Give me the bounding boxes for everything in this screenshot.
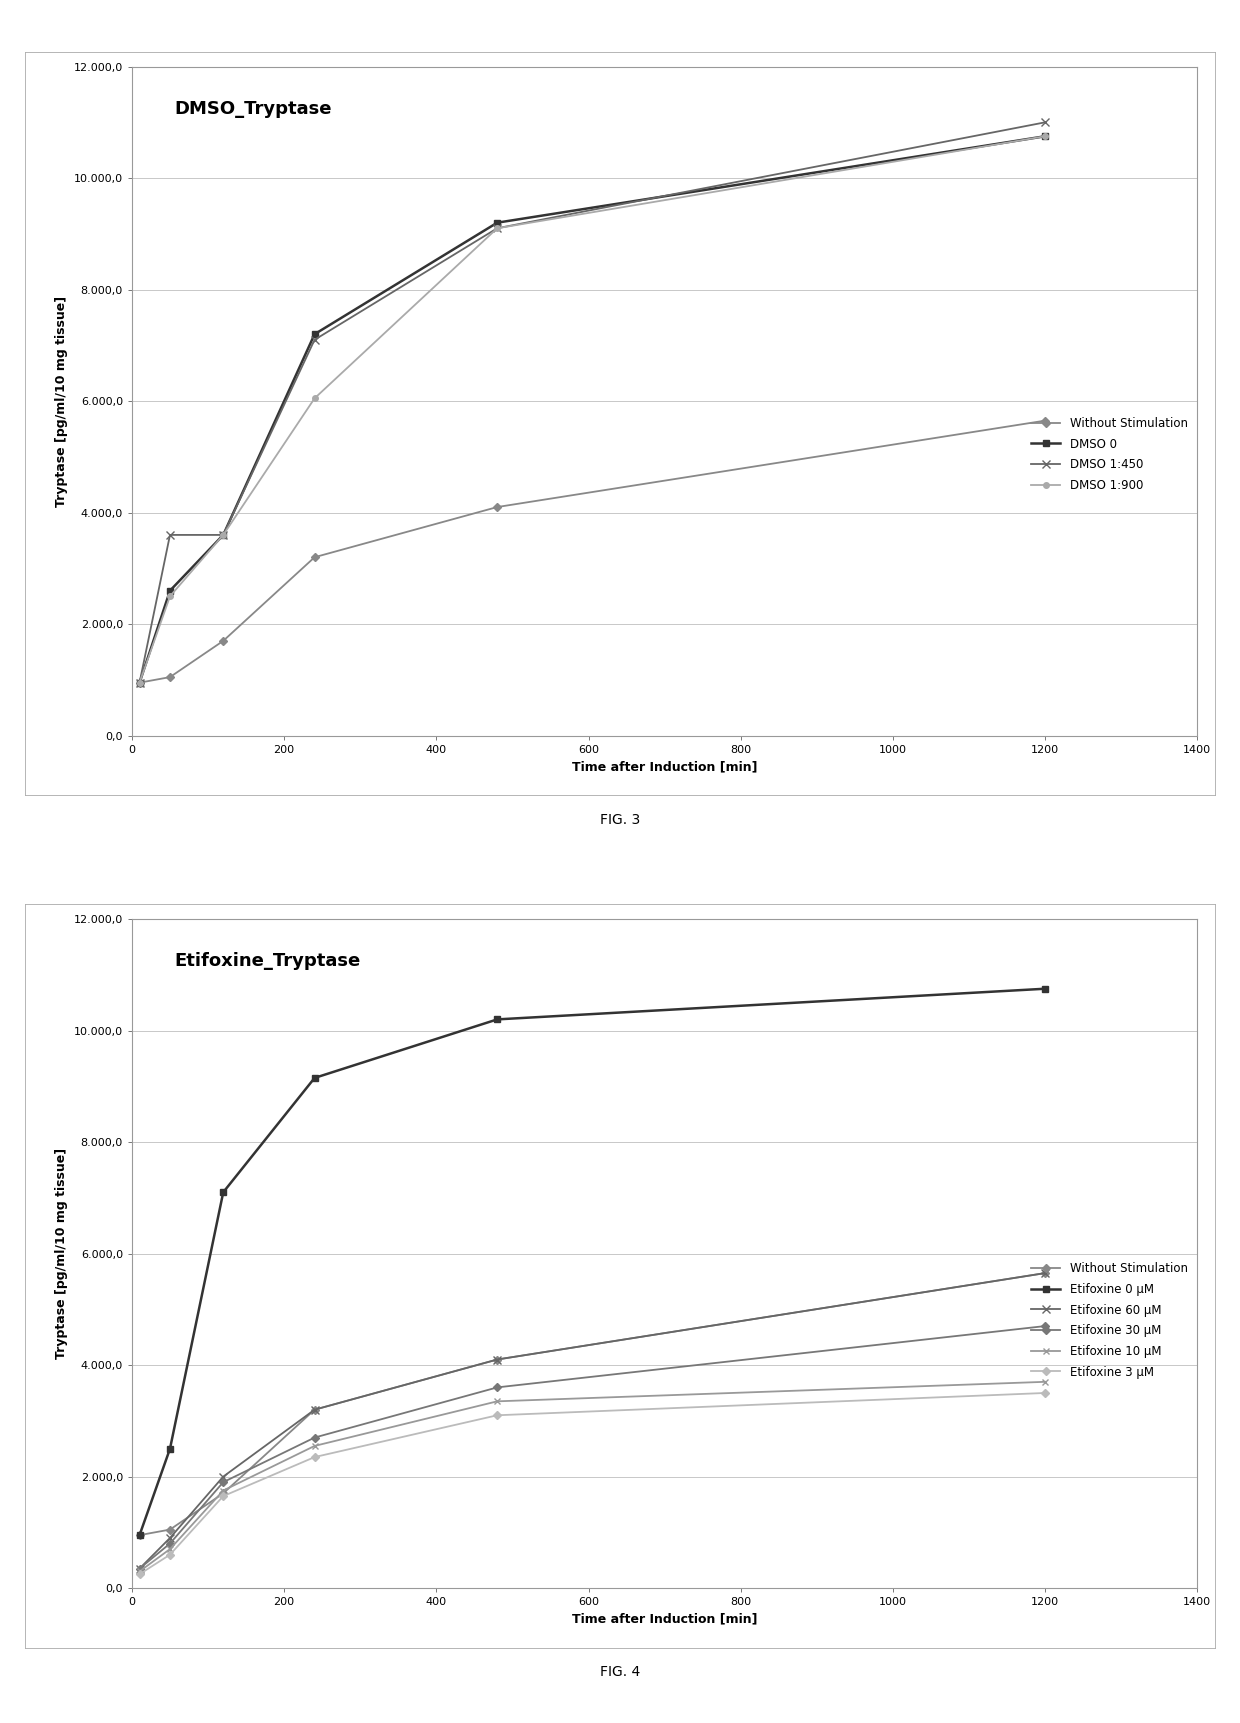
X-axis label: Time after Induction [min]: Time after Induction [min] (572, 1613, 758, 1627)
Etifoxine 60 μM (1038, 1263, 1053, 1284)
Etifoxine 30 μM (216, 1471, 231, 1492)
Line: DMSO 1:450: DMSO 1:450 (135, 119, 1049, 687)
Without Stimulation (1038, 1263, 1053, 1284)
Line: Without Stimulation: Without Stimulation (136, 419, 1048, 686)
Etifoxine 3 μM (162, 1544, 177, 1564)
Etifoxine 10 μM (162, 1539, 177, 1559)
Without Stimulation (162, 1520, 177, 1540)
Text: DMSO_Tryptase: DMSO_Tryptase (175, 100, 332, 117)
Without Stimulation (216, 631, 231, 651)
DMSO 0 (308, 324, 322, 345)
Without Stimulation (308, 546, 322, 567)
Etifoxine 60 μM (133, 1558, 148, 1578)
Text: Etifoxine_Tryptase: Etifoxine_Tryptase (175, 953, 361, 970)
Line: DMSO 1:900: DMSO 1:900 (136, 133, 1048, 686)
Etifoxine 3 μM (133, 1564, 148, 1585)
Without Stimulation (490, 496, 505, 517)
DMSO 1:900 (216, 524, 231, 544)
Line: Etifoxine 30 μM: Etifoxine 30 μM (136, 1323, 1048, 1571)
Etifoxine 0 μM (162, 1439, 177, 1459)
Etifoxine 30 μM (162, 1533, 177, 1554)
Etifoxine 0 μM (133, 1525, 148, 1546)
Line: Etifoxine 3 μM: Etifoxine 3 μM (136, 1390, 1048, 1577)
Etifoxine 10 μM (308, 1435, 322, 1456)
Etifoxine 0 μM (216, 1182, 231, 1203)
Etifoxine 10 μM (133, 1561, 148, 1582)
DMSO 1:900 (490, 217, 505, 238)
Etifoxine 30 μM (1038, 1316, 1053, 1337)
DMSO 1:450 (1038, 112, 1053, 133)
Line: DMSO 0: DMSO 0 (136, 133, 1049, 686)
DMSO 1:450 (216, 524, 231, 544)
Line: Etifoxine 0 μM: Etifoxine 0 μM (136, 986, 1049, 1539)
Legend: Without Stimulation, Etifoxine 0 μM, Etifoxine 60 μM, Etifoxine 30 μM, Etifoxine: Without Stimulation, Etifoxine 0 μM, Eti… (1028, 1260, 1192, 1382)
DMSO 0 (133, 672, 148, 693)
Y-axis label: Tryptase [pg/ml/10 mg tissue]: Tryptase [pg/ml/10 mg tissue] (55, 1148, 68, 1359)
Without Stimulation (490, 1349, 505, 1370)
Etifoxine 60 μM (308, 1399, 322, 1420)
DMSO 1:450 (490, 217, 505, 238)
Etifoxine 3 μM (216, 1485, 231, 1506)
Etifoxine 0 μM (1038, 979, 1053, 999)
Etifoxine 3 μM (490, 1404, 505, 1425)
DMSO 0 (216, 524, 231, 544)
Without Stimulation (133, 1525, 148, 1546)
Etifoxine 60 μM (162, 1528, 177, 1549)
Etifoxine 10 μM (490, 1390, 505, 1411)
DMSO 1:900 (1038, 126, 1053, 146)
Line: Etifoxine 10 μM: Etifoxine 10 μM (136, 1378, 1049, 1575)
Line: Without Stimulation: Without Stimulation (136, 1270, 1048, 1539)
DMSO 1:450 (162, 524, 177, 544)
Etifoxine 3 μM (1038, 1382, 1053, 1403)
Without Stimulation (308, 1399, 322, 1420)
Text: FIG. 3: FIG. 3 (600, 813, 640, 827)
DMSO 1:900 (133, 672, 148, 693)
Without Stimulation (162, 667, 177, 687)
Etifoxine 30 μM (490, 1377, 505, 1397)
Without Stimulation (216, 1484, 231, 1504)
Etifoxine 0 μM (308, 1068, 322, 1089)
DMSO 0 (1038, 126, 1053, 146)
Without Stimulation (133, 672, 148, 693)
Without Stimulation (1038, 410, 1053, 431)
Etifoxine 0 μM (490, 1010, 505, 1030)
Etifoxine 3 μM (308, 1447, 322, 1468)
Etifoxine 30 μM (308, 1427, 322, 1447)
DMSO 1:450 (308, 329, 322, 350)
DMSO 0 (490, 212, 505, 233)
DMSO 1:900 (162, 586, 177, 606)
DMSO 1:900 (308, 388, 322, 408)
Etifoxine 30 μM (133, 1558, 148, 1578)
Y-axis label: Tryptase [pg/ml/10 mg tissue]: Tryptase [pg/ml/10 mg tissue] (55, 296, 68, 507)
Text: FIG. 4: FIG. 4 (600, 1666, 640, 1680)
Line: Etifoxine 60 μM: Etifoxine 60 μM (135, 1268, 1049, 1573)
Etifoxine 60 μM (216, 1466, 231, 1487)
X-axis label: Time after Induction [min]: Time after Induction [min] (572, 760, 758, 774)
Etifoxine 10 μM (1038, 1372, 1053, 1392)
Etifoxine 60 μM (490, 1349, 505, 1370)
Etifoxine 10 μM (216, 1480, 231, 1501)
DMSO 1:450 (133, 672, 148, 693)
DMSO 0 (162, 581, 177, 601)
Legend: Without Stimulation, DMSO 0, DMSO 1:450, DMSO 1:900: Without Stimulation, DMSO 0, DMSO 1:450,… (1028, 414, 1192, 496)
